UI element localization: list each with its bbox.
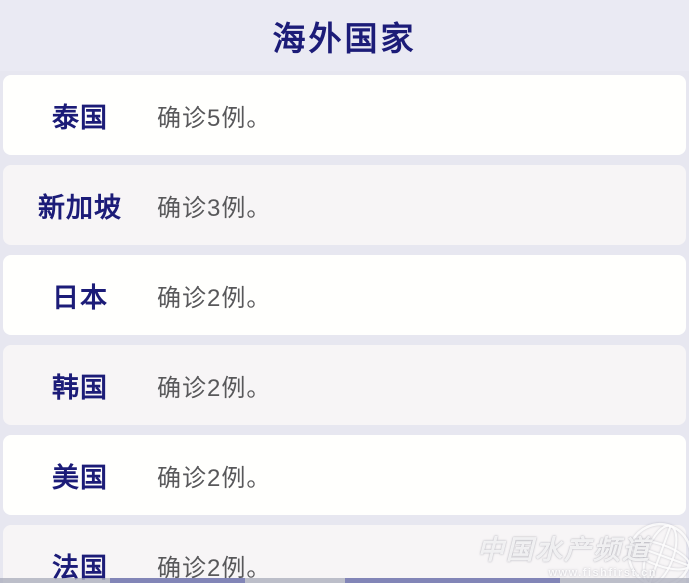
country-row: 新加坡 确诊3例。 — [3, 165, 686, 245]
country-row: 日本 确诊2例。 — [3, 255, 686, 335]
crop-text-smudge — [110, 578, 245, 583]
country-row: 韩国 确诊2例。 — [3, 345, 686, 425]
country-name: 法国 — [52, 552, 108, 583]
bottom-crop-artifact — [0, 578, 689, 583]
table-header: 海外国家 — [0, 0, 689, 71]
page-title: 海外国家 — [272, 19, 417, 57]
country-name: 泰国 — [52, 102, 108, 133]
country-name: 美国 — [52, 462, 108, 493]
country-row: 法国 确诊2例。 — [3, 525, 686, 583]
country-row: 泰国 确诊5例。 — [3, 75, 686, 155]
confirmed-cases: 确诊2例。 — [157, 554, 272, 582]
country-name: 韩国 — [52, 372, 108, 403]
country-list: 泰国 确诊5例。 新加坡 确诊3例。 日本 确诊2例。 韩国 确诊2例。 美国 … — [0, 75, 689, 583]
country-name: 日本 — [52, 282, 108, 313]
confirmed-cases: 确诊2例。 — [157, 464, 272, 492]
confirmed-cases: 确诊2例。 — [157, 284, 272, 312]
crop-text-smudge — [345, 578, 560, 583]
confirmed-cases: 确诊5例。 — [157, 104, 272, 132]
country-row: 美国 确诊2例。 — [3, 435, 686, 515]
country-name: 新加坡 — [38, 192, 122, 223]
confirmed-cases: 确诊3例。 — [157, 194, 272, 222]
confirmed-cases: 确诊2例。 — [157, 374, 272, 402]
